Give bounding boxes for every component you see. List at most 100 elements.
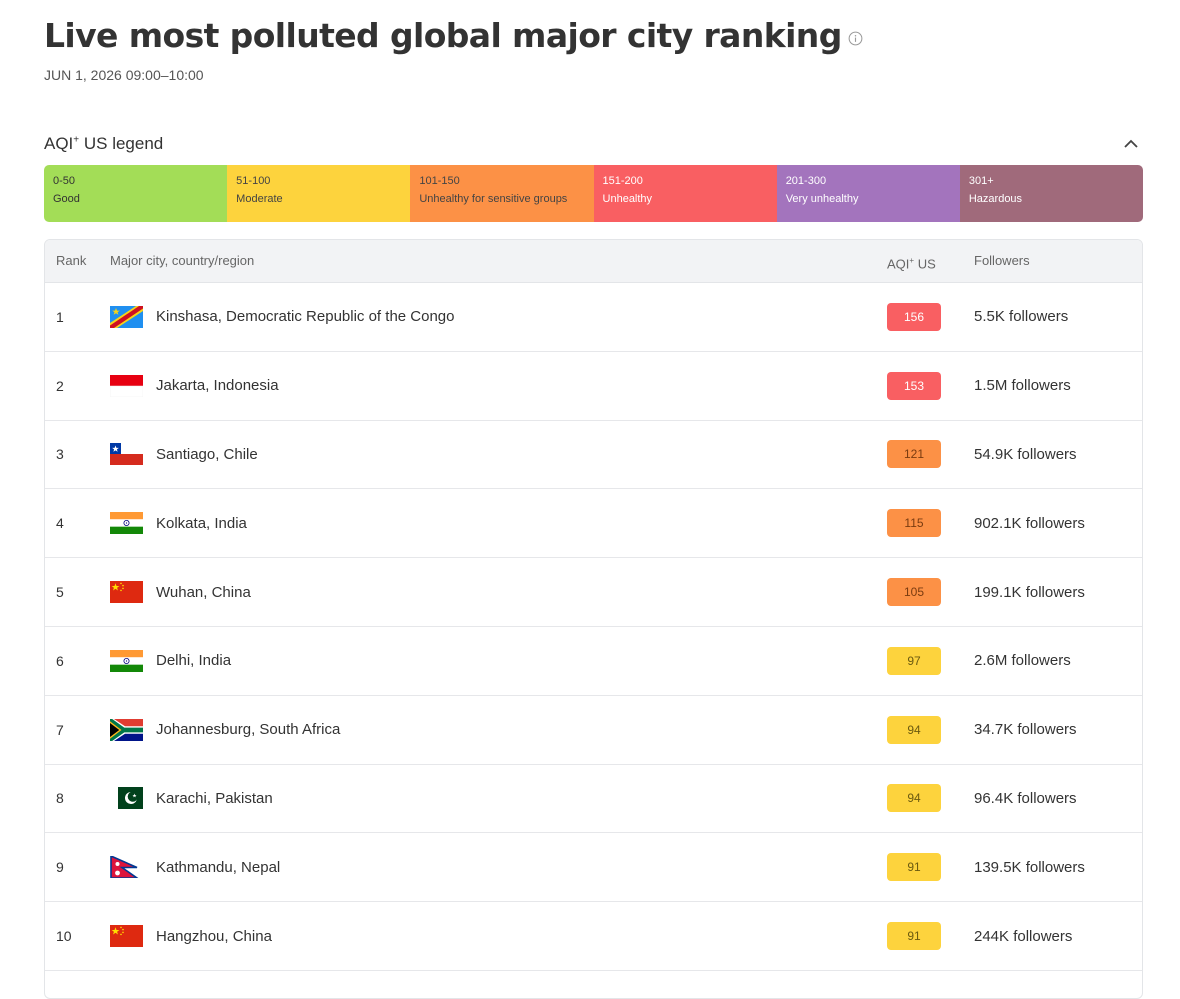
followers-count: 1.5M followers bbox=[974, 377, 1071, 395]
rank-number: 2 bbox=[56, 377, 64, 394]
aqi-cell: 121 bbox=[887, 421, 941, 489]
legend-segment: 201-300 Very unhealthy bbox=[776, 165, 960, 222]
china-flag-icon bbox=[110, 581, 143, 604]
city-ranking-table: Rank Major city, country/region AQI+ US … bbox=[44, 239, 1143, 999]
chile-flag-icon bbox=[110, 443, 143, 466]
legend-title: AQI+ US legend bbox=[44, 134, 164, 153]
collapse-legend-button[interactable] bbox=[1121, 134, 1141, 154]
india-flag-icon bbox=[110, 649, 143, 672]
table-row[interactable]: 5 Wuhan, China 105 199.1K followers bbox=[45, 558, 1142, 627]
legend-range: 151-200 bbox=[602, 175, 643, 187]
pakistan-flag-icon bbox=[110, 787, 143, 810]
aqi-cell: 115 bbox=[887, 489, 941, 557]
aqi-cell: 94 bbox=[887, 696, 941, 764]
followers-count: 244K followers bbox=[974, 927, 1073, 945]
rank-number: 9 bbox=[56, 859, 64, 876]
info-icon[interactable] bbox=[848, 31, 863, 46]
table-row[interactable]: 7 Johannesburg, South Africa 94 34.7K follo… bbox=[45, 696, 1142, 765]
aqi-badge: 153 bbox=[887, 371, 941, 400]
page-title: Live most polluted global major city ran… bbox=[44, 16, 842, 55]
city-link[interactable]: Santiago, Chile bbox=[110, 421, 258, 489]
followers-count: 199.1K followers bbox=[974, 583, 1085, 601]
city-link[interactable]: Kathmandu, Nepal bbox=[110, 833, 280, 901]
timestamp: JUN 1, 2026 09:00–10:00 bbox=[44, 67, 204, 83]
legend-range: 301+ bbox=[968, 175, 994, 187]
legend-segment: 51-100 Moderate bbox=[227, 165, 411, 222]
table-header: Rank Major city, country/region AQI+ US … bbox=[45, 240, 1142, 283]
legend-segment: 301+ Hazardous bbox=[959, 165, 1143, 222]
followers-count: 2.6M followers bbox=[974, 652, 1071, 670]
city-name: Jakarta, Indonesia bbox=[156, 377, 279, 395]
aqi-badge: 121 bbox=[887, 440, 941, 469]
city-link[interactable]: Kinshasa, Democratic Republic of the Con… bbox=[110, 283, 455, 351]
city-link[interactable]: Hangzhou, China bbox=[110, 902, 272, 970]
aqi-cell: 91 bbox=[887, 902, 941, 970]
city-name: Wuhan, China bbox=[156, 583, 251, 601]
aqi-cell: 105 bbox=[887, 558, 941, 626]
aqi-cell: 153 bbox=[887, 352, 941, 420]
rank-number: 8 bbox=[56, 790, 64, 807]
legend-range: 0-50 bbox=[53, 175, 76, 187]
table-row[interactable]: 9 Kathmandu, Nepal 91 139.5K followers bbox=[45, 833, 1142, 903]
legend-label: Unhealthy for sensitive groups bbox=[419, 193, 568, 205]
followers-count: 139.5K followers bbox=[974, 858, 1085, 876]
south-africa-flag-icon bbox=[110, 718, 143, 741]
city-name: Johannesburg, South Africa bbox=[156, 721, 341, 739]
city-link[interactable]: Karachi, Pakistan bbox=[110, 765, 273, 833]
followers-count: 902.1K followers bbox=[974, 514, 1085, 532]
rank-number: 3 bbox=[56, 446, 64, 463]
legend-label: Hazardous bbox=[968, 193, 1023, 205]
aqi-badge: 94 bbox=[887, 784, 941, 813]
legend-header[interactable]: AQI+ US legend bbox=[44, 134, 1143, 156]
legend-range: 201-300 bbox=[785, 175, 827, 187]
city-name: Kathmandu, Nepal bbox=[156, 858, 281, 876]
city-link[interactable]: Jakarta, Indonesia bbox=[110, 352, 279, 420]
aqi-cell: 97 bbox=[887, 627, 941, 695]
followers-count: 5.5K followers bbox=[974, 308, 1069, 326]
aqi-cell: 94 bbox=[887, 765, 941, 833]
aqi-badge: 115 bbox=[887, 509, 941, 538]
rank-number: 4 bbox=[56, 515, 64, 532]
city-name: Hangzhou, China bbox=[156, 927, 272, 945]
city-link[interactable]: Kolkata, India bbox=[110, 489, 247, 557]
aqi-cell: 156 bbox=[887, 283, 941, 351]
city-name: Santiago, Chile bbox=[156, 445, 258, 463]
city-link[interactable]: Delhi, India bbox=[110, 627, 231, 695]
rank-number: 7 bbox=[56, 721, 64, 738]
congo-drc-flag-icon bbox=[110, 305, 143, 328]
legend-segment: 0-50 Good bbox=[44, 165, 228, 222]
aqi-badge: 156 bbox=[887, 302, 941, 331]
table-row[interactable]: 3 Santiago, Chile 121 54.9K followers bbox=[45, 421, 1142, 490]
aqi-badge: 91 bbox=[887, 922, 941, 951]
aqi-cell: 91 bbox=[887, 833, 941, 901]
legend-label: Moderate bbox=[236, 193, 283, 205]
title-row: Live most polluted global major city ran… bbox=[44, 16, 863, 55]
rank-number: 6 bbox=[56, 652, 64, 669]
china-flag-icon bbox=[110, 925, 143, 948]
legend-range: 101-150 bbox=[419, 175, 460, 187]
city-name: Delhi, India bbox=[156, 652, 232, 670]
table-row[interactable]: 1 Kinshasa, Democratic Republic of the Co… bbox=[45, 283, 1142, 352]
city-link[interactable]: Johannesburg, South Africa bbox=[110, 696, 340, 764]
indonesia-flag-icon bbox=[110, 374, 143, 397]
table-row[interactable]: 2 Jakarta, Indonesia 153 1.5M followers bbox=[45, 352, 1142, 421]
india-flag-icon bbox=[110, 512, 143, 535]
table-row[interactable]: 8 Karachi, Pakistan 94 96.4K followers bbox=[45, 765, 1142, 834]
rank-number: 5 bbox=[56, 584, 64, 601]
header-city: Major city, country/region bbox=[110, 253, 255, 268]
legend-segment: 151-200 Unhealthy bbox=[593, 165, 777, 222]
legend-label: Very unhealthy bbox=[785, 193, 859, 205]
city-link[interactable]: Wuhan, China bbox=[110, 558, 251, 626]
table-row[interactable]: 10 Hangzhou, China 91 244K followers bbox=[45, 902, 1142, 971]
aqi-badge: 105 bbox=[887, 578, 941, 607]
header-aqi: AQI+ US bbox=[887, 256, 936, 272]
aqi-badge: 97 bbox=[887, 646, 941, 675]
nepal-flag-icon bbox=[110, 856, 139, 879]
chevron-up-icon bbox=[1124, 139, 1138, 148]
followers-count: 34.7K followers bbox=[974, 721, 1077, 739]
table-row[interactable]: 6 Delhi, India 97 2.6M followers bbox=[45, 627, 1142, 696]
city-name: Kolkata, India bbox=[156, 514, 247, 532]
header-followers: Followers bbox=[974, 253, 1030, 268]
table-row[interactable]: 4 Kolkata, India 115 902.1K followers bbox=[45, 489, 1142, 559]
aqi-legend-bar: 0-50 Good 51-100 Moderate 101-150 Unhealthy f… bbox=[44, 165, 1143, 222]
